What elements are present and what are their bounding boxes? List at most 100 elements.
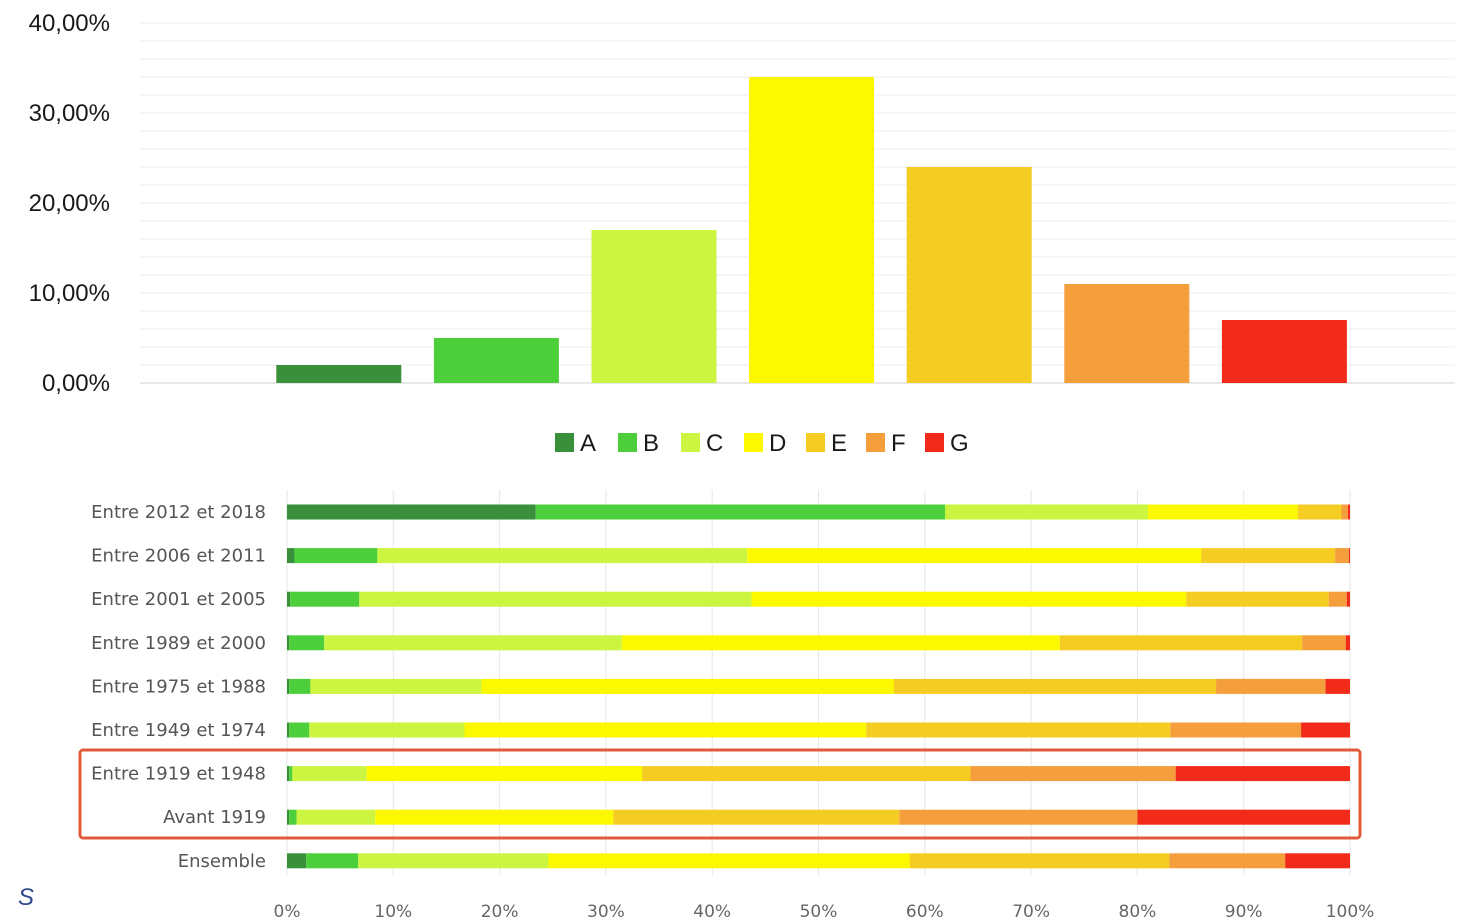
segment-c [377, 548, 748, 564]
y-axis-ticks: 0,00% 10,00% 20,00% 30,00% 40,00% [29, 10, 110, 397]
bar-e [906, 167, 1032, 383]
x-tick-label: 70% [1012, 902, 1050, 920]
y-tick-label: 20,00% [29, 190, 110, 217]
highlight-box [78, 748, 1362, 840]
segment-c [324, 635, 622, 651]
segment-e [1201, 548, 1336, 564]
segment-f [1341, 504, 1348, 520]
segment-c [358, 853, 549, 869]
segment-a [287, 809, 290, 825]
segment-b [306, 853, 359, 869]
category-label: Ensemble [178, 851, 266, 872]
segment-c [309, 722, 465, 738]
segment-c [359, 591, 752, 607]
segment-e [1297, 504, 1342, 520]
y-tick-label: 0,00% [42, 370, 110, 397]
segment-d [548, 853, 910, 869]
legend-label-c: C [706, 430, 723, 457]
bar-d [749, 77, 875, 383]
category-label: Entre 1989 et 2000 [91, 633, 266, 654]
segment-g [1175, 766, 1350, 782]
legend-swatch-e [806, 433, 825, 452]
legend-label-e: E [831, 430, 847, 457]
x-tick-label: 30% [587, 902, 625, 920]
x-tick-label: 0% [274, 902, 301, 920]
bar-f [1064, 284, 1190, 383]
bar-a [276, 365, 402, 383]
y-tick-label: 40,00% [29, 10, 110, 37]
segment-d [1148, 504, 1298, 520]
x-tick-label: 10% [374, 902, 412, 920]
segment-d [481, 678, 894, 694]
legend-swatch-b [618, 433, 637, 452]
category-label: Entre 1949 et 1974 [91, 720, 266, 741]
segment-f [1169, 853, 1286, 869]
segment-g [1348, 548, 1350, 564]
rating-by-period-chart: Entre 2012 et 2018 Entre 2006 et 2011 Entr… [78, 490, 1375, 920]
segment-a [287, 766, 290, 782]
segment-e [1059, 635, 1303, 651]
bars [276, 77, 1347, 383]
segment-d [751, 591, 1187, 607]
category-label: Entre 1919 et 1948 [91, 764, 266, 785]
segment-f [970, 766, 1176, 782]
segment-c [296, 809, 376, 825]
y-tick-label: 30,00% [29, 100, 110, 127]
legend: A B C D E F G [555, 430, 969, 457]
segment-f [1216, 678, 1326, 694]
segment-b [289, 635, 325, 651]
segment-e [613, 809, 900, 825]
segment-c [310, 678, 482, 694]
legend-label-f: F [891, 430, 906, 457]
legend-swatch-f [866, 433, 885, 452]
x-tick-label: 40% [693, 902, 731, 920]
segment-b [289, 678, 311, 694]
segment-a [287, 635, 290, 651]
category-labels: Entre 2012 et 2018 Entre 2006 et 2011 Entr… [91, 502, 266, 872]
x-tick-label: 100% [1326, 902, 1375, 920]
segment-e [909, 853, 1170, 869]
segment-e [866, 722, 1171, 738]
segment-d [621, 635, 1060, 651]
segment-b [294, 548, 378, 564]
segment-d [375, 809, 614, 825]
legend-swatch-d [744, 433, 763, 452]
segment-b [289, 766, 293, 782]
segment-d [366, 766, 643, 782]
category-label: Avant 1919 [163, 807, 266, 828]
x-tick-label: 80% [1119, 902, 1157, 920]
segment-g [1346, 591, 1350, 607]
segment-f [1302, 635, 1346, 651]
segment-a [287, 722, 290, 738]
x-tick-label: 90% [1225, 902, 1263, 920]
segment-f [1335, 548, 1349, 564]
legend-swatch-a [555, 433, 574, 452]
legend-label-a: A [580, 430, 596, 457]
category-label: Entre 2001 et 2005 [91, 589, 266, 610]
segment-c [292, 766, 367, 782]
bar-g [1221, 320, 1347, 383]
segment-g [1345, 635, 1350, 651]
category-label: Entre 1975 et 1988 [91, 676, 266, 697]
legend-label-d: D [769, 430, 786, 457]
segment-f [1328, 591, 1347, 607]
segment-b [289, 809, 297, 825]
category-label: Entre 2012 et 2018 [91, 502, 266, 523]
x-tick-label: 20% [481, 902, 519, 920]
segment-b [290, 591, 360, 607]
segment-g [1137, 809, 1350, 825]
y-tick-label: 10,00% [29, 280, 110, 307]
segment-a [287, 548, 295, 564]
segment-g [1301, 722, 1350, 738]
segment-a [287, 853, 307, 869]
segment-b [535, 504, 945, 520]
bar-c [591, 230, 717, 383]
segment-a [287, 504, 536, 520]
segment-a [287, 591, 291, 607]
segment-g [1285, 853, 1350, 869]
segment-b [289, 722, 310, 738]
segment-c [944, 504, 1149, 520]
legend-swatch-c [681, 433, 700, 452]
legend-label-b: B [643, 430, 659, 457]
segment-e [893, 678, 1217, 694]
